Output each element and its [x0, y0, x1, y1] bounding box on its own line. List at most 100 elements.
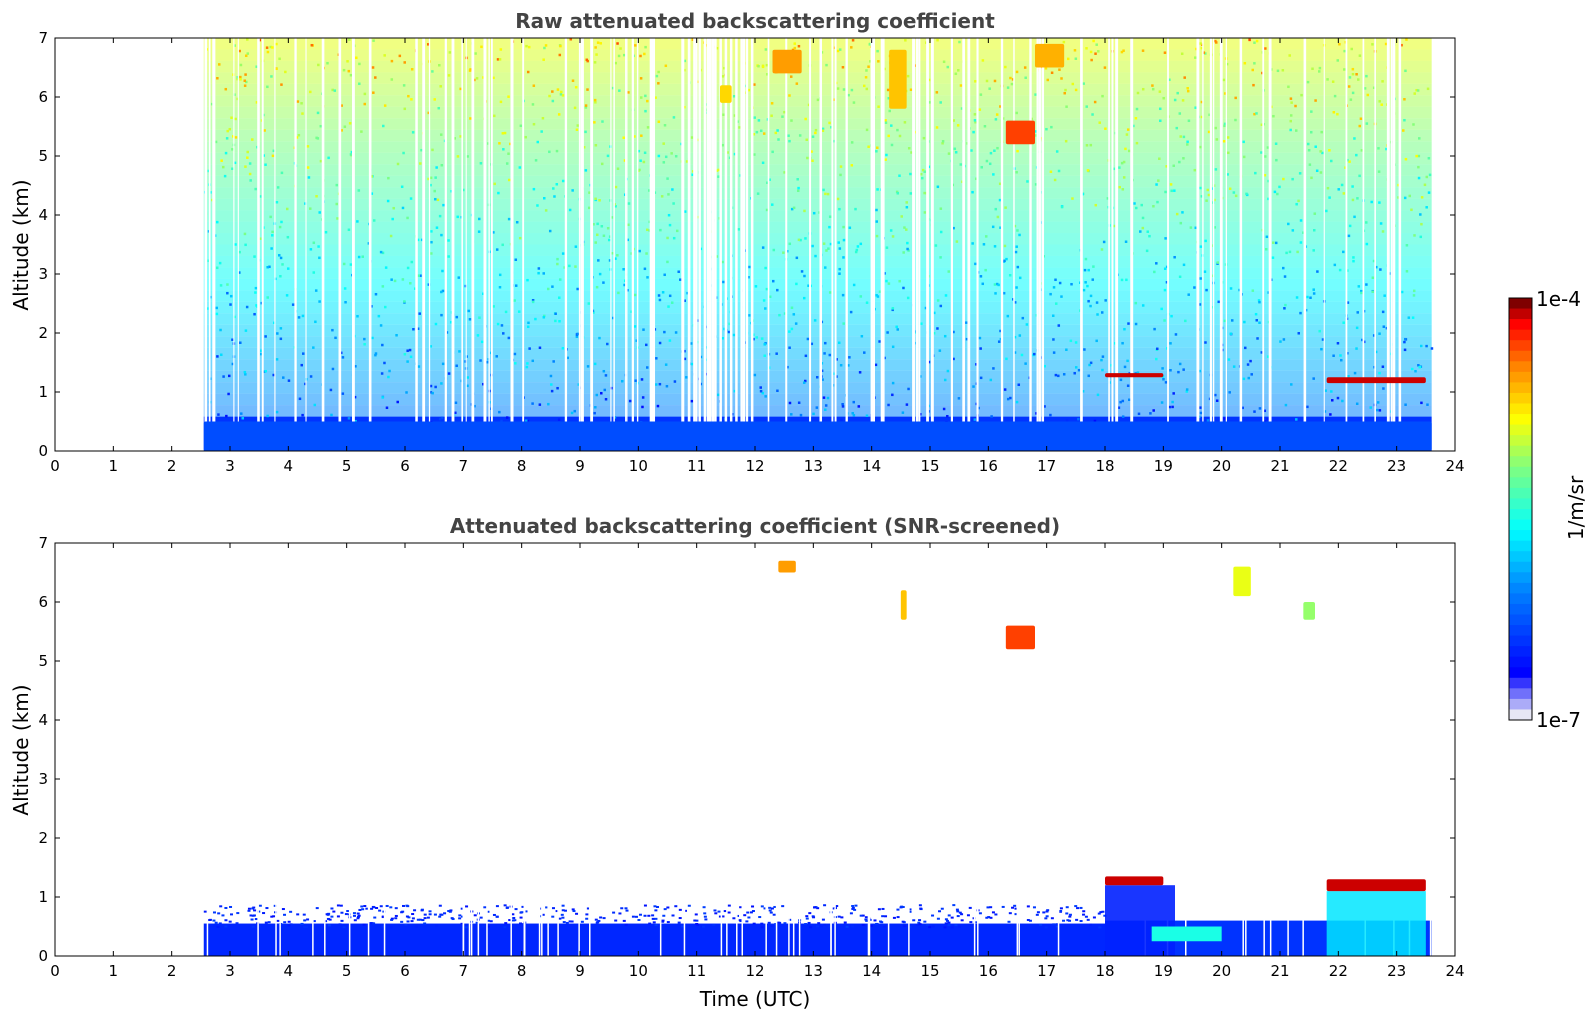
- screened-layer-pixel: [713, 909, 717, 912]
- screened-layer-pixel: [618, 912, 622, 915]
- x-tick-label: 5: [342, 457, 352, 475]
- raw-noise-pixel: [876, 49, 879, 53]
- screened-layer-pixel: [372, 922, 376, 925]
- raw-noise-pixel: [602, 281, 605, 284]
- raw-noise-pixel: [1274, 142, 1278, 145]
- raw-noise-pixel: [1232, 191, 1236, 194]
- raw-noise-pixel: [1158, 107, 1162, 111]
- screened-layer-pixel: [571, 908, 575, 911]
- raw-noise-pixel: [923, 170, 926, 173]
- raw-noise-pixel: [743, 84, 747, 88]
- raw-noise-pixel: [312, 271, 316, 274]
- raw-noise-pixel: [768, 295, 772, 298]
- raw-noise-pixel: [1405, 38, 1408, 41]
- raw-noise-pixel: [569, 38, 573, 41]
- raw-noise-pixel: [505, 162, 509, 165]
- screened-layer-pixel: [224, 919, 228, 922]
- raw-noise-pixel: [1404, 403, 1407, 406]
- x-tick-label: 11: [687, 962, 706, 980]
- raw-noise-pixel: [634, 379, 637, 382]
- raw-noise-pixel: [1049, 292, 1052, 296]
- raw-noise-pixel: [401, 206, 405, 210]
- raw-noise-pixel: [1417, 154, 1421, 158]
- raw-noise-pixel: [284, 70, 287, 74]
- raw-noise-pixel: [331, 88, 334, 92]
- raw-noise-pixel: [1141, 49, 1145, 52]
- raw-gap-line: [261, 38, 264, 451]
- raw-noise-pixel: [1004, 65, 1007, 69]
- raw-noise-pixel: [1095, 301, 1099, 304]
- raw-noise-pixel: [1271, 256, 1275, 259]
- screened-layer-pixel: [809, 926, 813, 929]
- raw-noise-pixel: [431, 391, 434, 395]
- raw-noise-pixel: [220, 353, 223, 357]
- raw-noise-pixel: [255, 65, 258, 68]
- raw-noise-pixel: [721, 260, 724, 264]
- raw-noise-pixel: [1279, 340, 1282, 343]
- screened-layer-pixel: [418, 918, 422, 921]
- colorbar-frame: [1508, 297, 1533, 721]
- raw-noise-pixel: [868, 43, 872, 46]
- raw-noise-pixel: [1289, 119, 1293, 123]
- raw-noise-pixel: [1316, 270, 1319, 273]
- raw-noise-pixel: [239, 78, 242, 81]
- screened-layer-pixel: [372, 906, 376, 909]
- raw-noise-pixel: [1309, 296, 1312, 299]
- raw-noise-pixel: [994, 292, 997, 295]
- screened-layer-pixel: [877, 908, 881, 911]
- raw-noise-pixel: [627, 91, 630, 94]
- raw-noise-pixel: [807, 284, 810, 287]
- raw-noise-pixel: [271, 46, 274, 49]
- raw-noise-pixel: [1375, 265, 1378, 269]
- screened-subcloud-region: [1326, 891, 1426, 956]
- colorbar-swatch: [1509, 603, 1532, 615]
- raw-noise-pixel: [797, 238, 801, 242]
- screened-layer-pixel: [912, 919, 916, 922]
- cloud-feature: [1105, 876, 1164, 886]
- raw-noise-pixel: [1207, 130, 1211, 134]
- screened-layer-pixel: [1039, 923, 1043, 926]
- raw-noise-pixel: [231, 167, 234, 171]
- raw-noise-pixel: [841, 66, 845, 69]
- raw-noise-pixel: [278, 225, 282, 229]
- raw-noise-pixel: [1251, 68, 1254, 72]
- raw-noise-pixel: [1330, 390, 1333, 393]
- raw-noise-pixel: [1222, 78, 1226, 82]
- screened-layer-pixel: [247, 909, 251, 912]
- raw-gap-line: [305, 38, 307, 451]
- raw-noise-pixel: [1133, 202, 1136, 205]
- screened-layer-pixel: [416, 918, 420, 921]
- screened-layer-pixel: [449, 909, 453, 912]
- raw-noise-pixel: [598, 336, 601, 340]
- raw-noise-pixel: [1342, 192, 1346, 195]
- raw-noise-pixel: [1331, 399, 1334, 402]
- screened-layer-pixel: [770, 925, 774, 928]
- raw-noise-pixel: [1119, 400, 1122, 404]
- screened-layer-pixel: [443, 912, 447, 915]
- raw-noise-pixel: [1187, 119, 1191, 123]
- raw-noise-pixel: [1173, 98, 1177, 102]
- raw-noise-pixel: [542, 58, 545, 61]
- raw-noise-pixel: [768, 178, 771, 181]
- x-tick-label: 1: [109, 962, 119, 980]
- raw-noise-pixel: [1378, 201, 1381, 204]
- raw-noise-pixel: [1093, 419, 1097, 423]
- raw-noise-pixel: [1371, 276, 1375, 279]
- raw-noise-pixel: [1425, 175, 1429, 179]
- raw-noise-pixel: [482, 292, 485, 296]
- raw-noise-pixel: [269, 45, 272, 49]
- raw-noise-pixel: [339, 351, 343, 355]
- raw-noise-pixel: [990, 415, 993, 418]
- raw-noise-pixel: [556, 262, 559, 266]
- raw-noise-pixel: [266, 414, 269, 418]
- screened-layer-pixel: [390, 918, 394, 921]
- raw-gap-line: [735, 38, 738, 451]
- screened-layer-pixel: [465, 905, 469, 908]
- raw-noise-pixel: [646, 126, 650, 129]
- raw-noise-pixel: [1186, 89, 1190, 93]
- screened-gap-line: [541, 897, 543, 956]
- raw-noise-pixel: [1355, 402, 1359, 406]
- raw-noise-pixel: [875, 208, 878, 212]
- raw-noise-pixel: [1376, 401, 1380, 404]
- raw-noise-pixel: [391, 217, 394, 221]
